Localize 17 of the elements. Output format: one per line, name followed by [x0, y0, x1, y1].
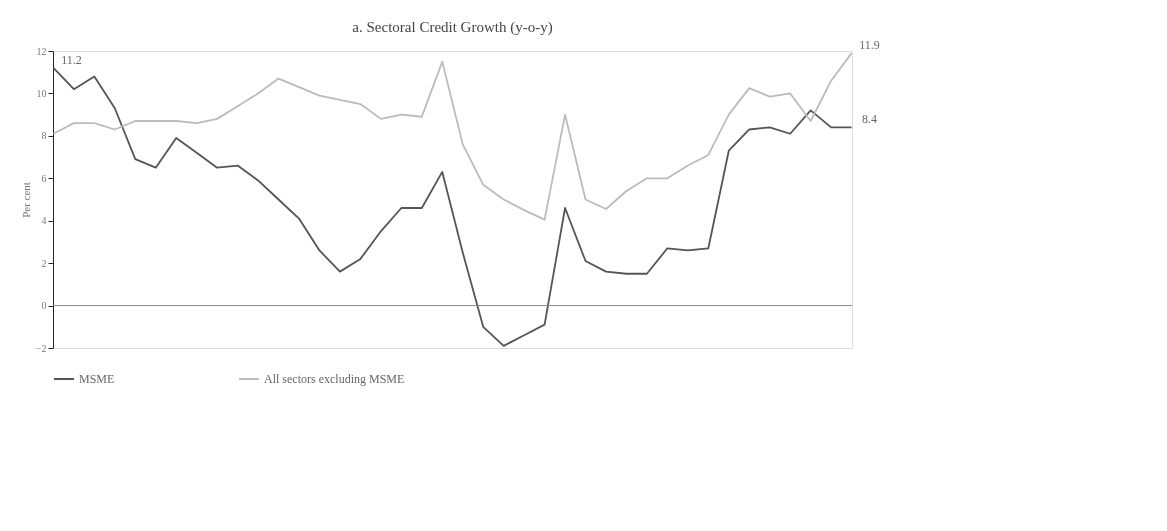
- chart-title: a. Sectoral Credit Growth (y-o-y): [352, 19, 553, 37]
- data-label: 11.9: [859, 38, 880, 53]
- y-tick-label: 12: [36, 45, 47, 57]
- y-tick-label: 4: [41, 215, 47, 227]
- y-tick-label: 2: [41, 257, 47, 269]
- y-tick-label: 8: [41, 130, 47, 142]
- legend-label: All sectors excluding MSME: [264, 372, 405, 386]
- y-tick-label: −2: [35, 342, 47, 354]
- line-series: [52, 67, 853, 347]
- data-label: 11.2: [61, 52, 82, 67]
- legend-label: MSME: [79, 372, 115, 386]
- y-tick-label: 6: [41, 172, 47, 184]
- y-tick-label: 0: [41, 300, 47, 312]
- data-label: 8.4: [862, 112, 878, 127]
- y-tick-label: 10: [36, 87, 47, 99]
- y-axis-title: Per cent: [19, 182, 32, 218]
- line-series: [52, 52, 853, 221]
